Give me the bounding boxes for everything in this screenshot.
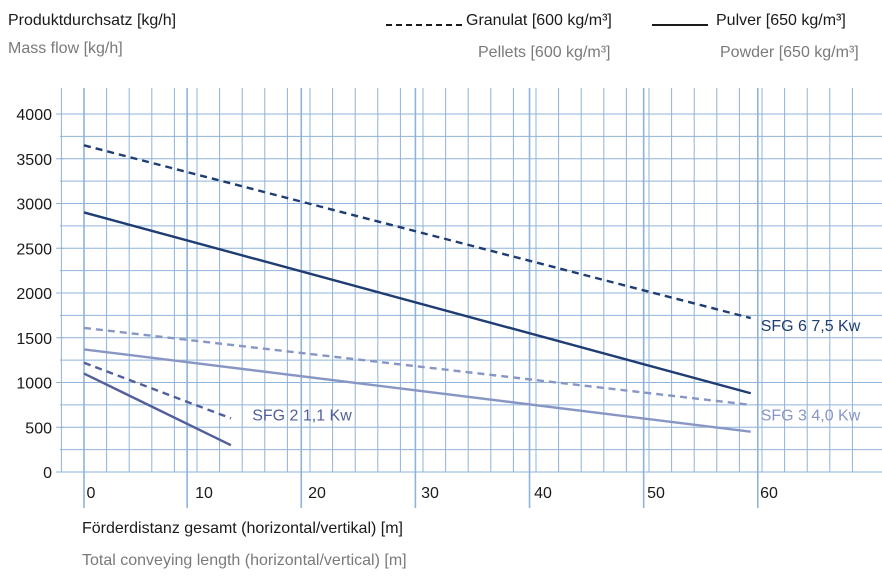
y-axis-subtitle: Mass flow [kg/h] xyxy=(8,40,123,57)
x-tick-label: 10 xyxy=(195,485,213,502)
y-tick-label: 3500 xyxy=(16,152,52,169)
y-tick-label: 1000 xyxy=(16,376,52,393)
series-line-sfg3-solid xyxy=(83,348,751,433)
y-tick-label: 2000 xyxy=(16,286,52,303)
legend-dashed-sublabel: Pellets [600 kg/m³] xyxy=(478,44,611,61)
series-line-sfg6-solid xyxy=(83,211,752,395)
x-tick-label: 30 xyxy=(421,485,439,502)
x-tick-label: 50 xyxy=(647,485,665,502)
x-tick-label: 20 xyxy=(308,485,326,502)
legend-dashed-label: Granulat [600 kg/m³] xyxy=(466,12,612,29)
y-tick-label: 0 xyxy=(43,465,52,482)
x-tick-label: 40 xyxy=(534,485,552,502)
y-tick-label: 1500 xyxy=(16,331,52,348)
x-axis-title: Förderdistanz gesamt (horizontal/vertika… xyxy=(82,520,403,537)
series-line-sfg2-dashed xyxy=(83,361,232,420)
legend-solid-swatch xyxy=(652,24,708,26)
series-line-sfg2-solid xyxy=(83,372,232,447)
legend-solid-sublabel: Powder [650 kg/m³] xyxy=(720,44,859,61)
y-tick-label: 4000 xyxy=(16,107,52,124)
series-annotation: SFG 2 1,1 Kw xyxy=(252,407,352,424)
legend-solid-label: Pulver [650 kg/m³] xyxy=(716,12,846,29)
series-annotation: SFG 6 7,5 Kw xyxy=(761,318,861,335)
x-tick-label: 0 xyxy=(87,485,96,502)
series-annotation: SFG 3 4,0 Kw xyxy=(761,407,861,424)
y-axis-title: Produktdurchsatz [kg/h] xyxy=(8,12,177,29)
x-axis-subtitle: Total conveying length (horizontal/verti… xyxy=(82,552,407,569)
series-line-sfg6-dashed xyxy=(83,144,752,320)
legend-dashed-swatch xyxy=(386,24,462,26)
x-tick-label: 60 xyxy=(760,485,778,502)
y-tick-label: 2500 xyxy=(16,241,52,258)
series-line-sfg3-dashed xyxy=(83,326,751,407)
y-tick-label: 500 xyxy=(25,420,52,437)
y-tick-label: 3000 xyxy=(16,197,52,214)
